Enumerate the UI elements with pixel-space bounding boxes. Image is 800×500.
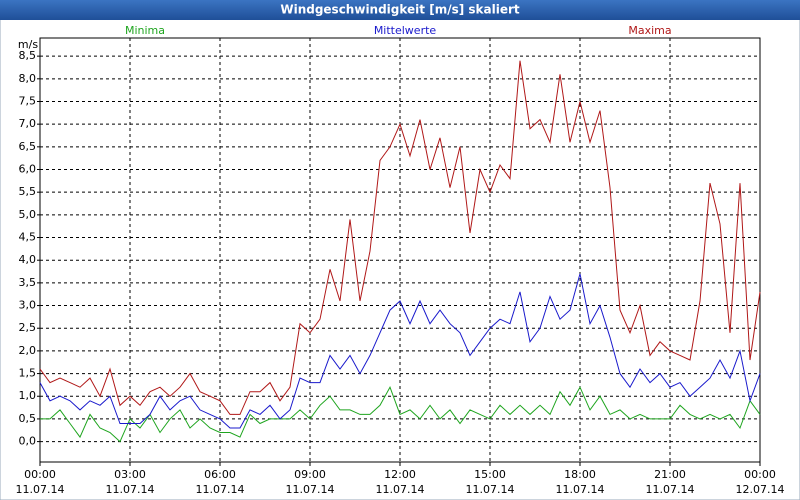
y-tick-label: 5,0 [19,208,37,221]
x-tick-date: 11.07.14 [16,483,65,496]
series-line [40,386,761,443]
y-tick-label: 0,5 [19,412,37,425]
y-tick-label: 1,5 [19,367,37,380]
x-tick-date: 11.07.14 [556,483,605,496]
y-tick-label: 4,0 [19,253,37,266]
y-tick-label: 2,5 [19,321,37,334]
y-tick-label: 6,5 [19,140,37,153]
chart-title: Windgeschwindigkeit [m/s] skaliert [280,3,520,17]
legend-entry: Maxima [628,24,671,37]
y-tick-label: 3,5 [19,276,37,289]
x-tick-label: 18:00 [564,468,596,481]
legend-entry: Minima [125,24,165,37]
x-tick-date: 11.07.14 [286,483,335,496]
x-tick-label: 00:00 [24,468,56,481]
legend-entry: Mittelwerte [374,24,437,37]
x-tick-label: 06:00 [204,468,236,481]
y-tick-label: 8,5 [19,49,37,62]
y-axis-label: m/s [18,38,38,51]
x-tick-date: 11.07.14 [466,483,515,496]
y-tick-label: 6,0 [19,163,37,176]
y-tick-label: 8,0 [19,72,37,85]
y-tick-label: 7,0 [19,117,37,130]
x-tick-date: 11.07.14 [106,483,155,496]
series-line [39,273,761,429]
x-tick-label: 21:00 [654,468,686,481]
y-tick-label: 7,5 [19,94,37,107]
y-tick-label: 5,5 [19,185,37,198]
x-tick-label: 15:00 [474,468,506,481]
y-tick-label: 3,0 [19,299,37,312]
x-tick-label: 09:00 [294,468,326,481]
y-tick-label: 1,0 [19,389,37,402]
x-tick-date: 12.07.14 [736,483,785,496]
x-tick-label: 03:00 [114,468,146,481]
series-line [39,60,761,415]
x-tick-date: 11.07.14 [376,483,425,496]
x-tick-label: 00:00 [744,468,776,481]
x-tick-date: 11.07.14 [196,483,245,496]
y-tick-label: 0,0 [19,435,37,448]
x-tick-label: 12:00 [384,468,416,481]
x-tick-date: 11.07.14 [646,483,695,496]
title-bar [0,0,800,20]
y-tick-label: 2,0 [19,344,37,357]
y-tick-label: 4,5 [19,231,37,244]
